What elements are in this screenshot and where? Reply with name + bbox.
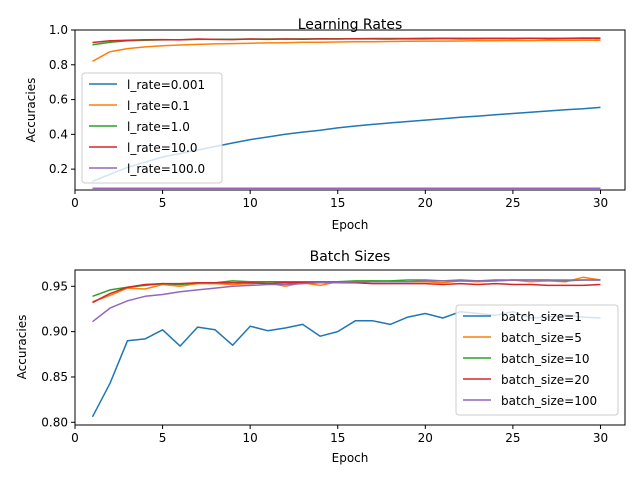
legend-label: batch_size=1 [501, 310, 582, 324]
x-tick-label: 5 [159, 431, 167, 445]
legend-entry: l_rate=100.0 [89, 162, 205, 176]
y-tick-label: 0.4 [49, 127, 68, 141]
x-axis-label: Epoch [332, 451, 369, 465]
legend-label: l_rate=1.0 [127, 120, 190, 134]
axis-ticks: 0 5 10 15 20 25 30 0.80 0.85 0.90 0.95 [41, 279, 608, 445]
legend-label: batch_size=10 [501, 352, 589, 366]
y-axis-label: Accuracies [15, 315, 29, 380]
x-tick-label: 10 [243, 431, 258, 445]
x-tick-label: 20 [418, 431, 433, 445]
x-tick-label: 30 [593, 196, 608, 210]
x-tick-label: 30 [593, 431, 608, 445]
legend-entry: l_rate=1.0 [89, 120, 190, 134]
legend: batch_size=1 batch_size=5 batch_size=10 … [455, 304, 619, 416]
chart-learning-rates: Learning Rates 0 5 10 15 20 25 30 0.2 0.4 0.6 0.8 1… [24, 17, 626, 232]
x-tick-label: 0 [71, 196, 79, 210]
legend-frame [455, 304, 619, 416]
legend-entry: batch_size=10 [463, 352, 589, 366]
legend-frame [81, 72, 223, 184]
x-tick-label: 5 [159, 196, 167, 210]
x-tick-label: 10 [243, 196, 258, 210]
y-tick-label: 0.90 [41, 325, 68, 339]
y-tick-label: 0.8 [49, 58, 68, 72]
x-axis-label: Epoch [332, 218, 369, 232]
x-tick-label: 20 [418, 196, 433, 210]
series-line [92, 279, 601, 323]
series-line [92, 39, 601, 62]
legend-entry: l_rate=0.001 [89, 78, 205, 92]
legend-entry: batch_size=20 [463, 373, 589, 387]
legend-label: batch_size=100 [501, 394, 597, 408]
plot-frame [74, 269, 626, 426]
legend-entry: l_rate=0.1 [89, 99, 190, 113]
chart-title: Learning Rates [298, 17, 403, 33]
legend-entry: batch_size=1 [463, 310, 582, 324]
axis-ticks: 0 5 10 15 20 25 30 0.2 0.4 0.6 0.8 1.0 [49, 23, 608, 210]
x-tick-label: 15 [330, 196, 345, 210]
plot-frame [74, 29, 626, 191]
legend-label: l_rate=0.1 [127, 99, 190, 113]
plot-lines [92, 37, 601, 190]
y-tick-label: 0.80 [41, 415, 68, 429]
chart-title: Batch Sizes [310, 249, 391, 265]
x-tick-label: 15 [330, 431, 345, 445]
y-tick-label: 0.85 [41, 370, 68, 384]
y-axis-label: Accuracies [24, 78, 38, 143]
legend-label: l_rate=100.0 [127, 162, 205, 176]
legend-label: l_rate=0.001 [127, 78, 205, 92]
chart-batch-sizes: Batch Sizes 0 5 10 15 20 25 30 0.80 0.85 0.90 0.95… [15, 249, 626, 465]
legend-label: batch_size=20 [501, 373, 589, 387]
legend-entry: l_rate=10.0 [89, 141, 197, 155]
legend-label: l_rate=10.0 [127, 141, 197, 155]
y-tick-label: 0.6 [49, 93, 68, 107]
y-tick-label: 0.95 [41, 279, 68, 293]
x-tick-label: 25 [505, 431, 520, 445]
legend-entry: batch_size=100 [463, 394, 597, 408]
x-tick-label: 0 [71, 431, 79, 445]
x-tick-label: 25 [505, 196, 520, 210]
legend-entry: batch_size=5 [463, 331, 582, 345]
y-tick-label: 1.0 [49, 23, 68, 37]
legend: l_rate=0.001 l_rate=0.1 l_rate=1.0 l_rat… [81, 72, 223, 184]
legend-label: batch_size=5 [501, 331, 582, 345]
y-tick-label: 0.2 [49, 162, 68, 176]
series-line [92, 37, 601, 44]
